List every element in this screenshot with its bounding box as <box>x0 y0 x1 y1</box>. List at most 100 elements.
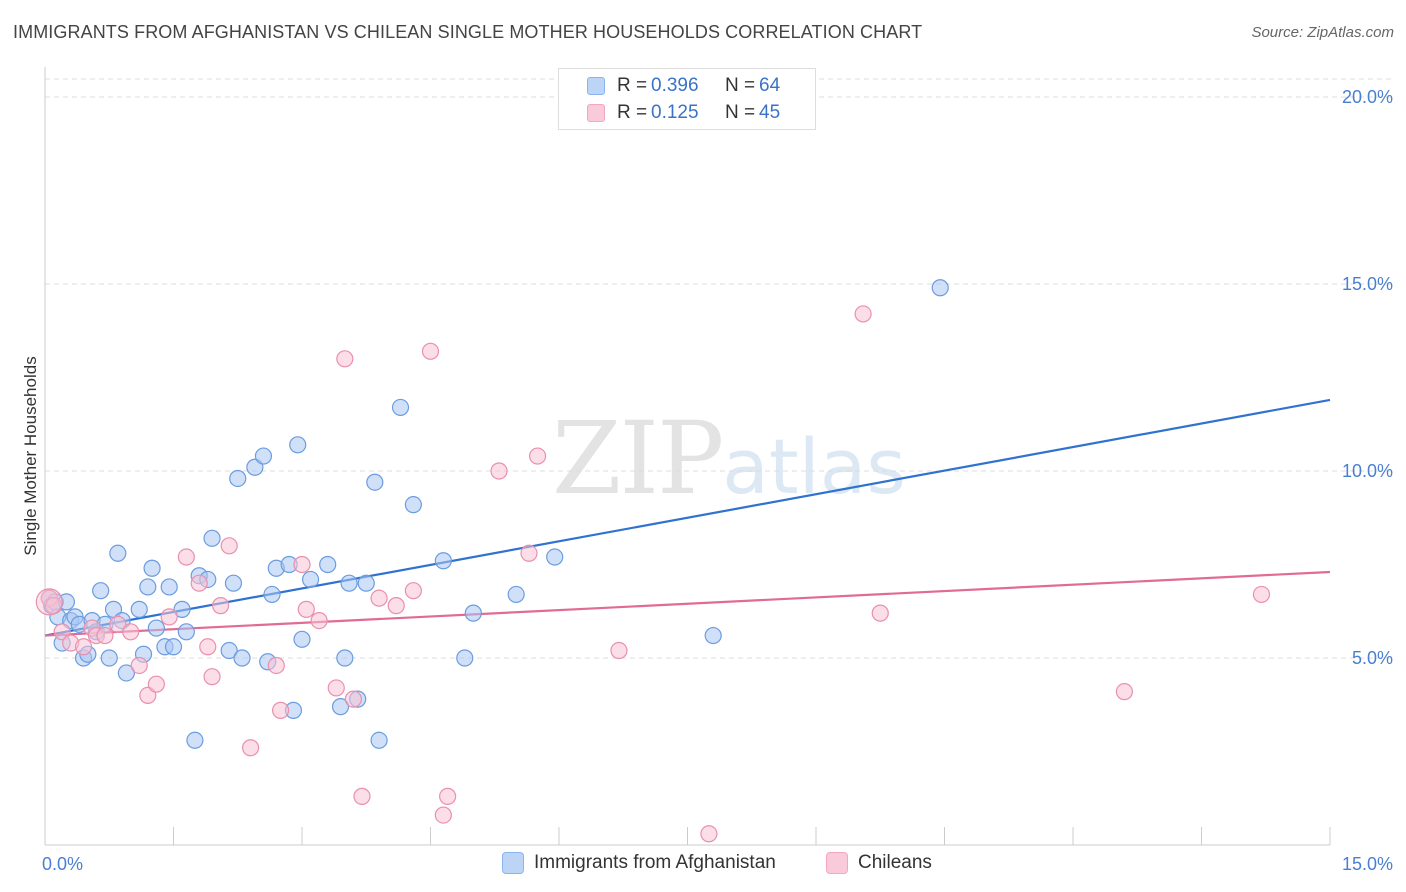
bottom-legend-label-afghanistan: Immigrants from Afghanistan <box>534 852 776 873</box>
legend-swatch-pink <box>587 104 605 122</box>
point-afghanistan <box>293 630 311 648</box>
point-afghanistan <box>336 649 354 667</box>
point-afghanistan <box>434 552 452 570</box>
point-chileans <box>293 555 311 574</box>
point-cluster-chileans <box>35 588 63 616</box>
point-chileans <box>610 641 628 660</box>
point-afghanistan <box>456 649 474 667</box>
point-afghanistan <box>224 574 243 592</box>
point-afghanistan <box>319 555 337 574</box>
point-chileans <box>212 597 230 615</box>
point-afghanistan <box>139 578 157 596</box>
point-chileans <box>327 679 345 697</box>
point-afghanistan <box>229 469 247 488</box>
point-chileans <box>434 806 452 824</box>
point-chileans <box>520 544 538 562</box>
y-tick-label: 20.0% <box>1342 87 1393 107</box>
point-afghanistan <box>130 600 148 618</box>
point-chileans <box>96 626 114 645</box>
point-afghanistan <box>233 649 251 667</box>
legend-r-label: R = <box>617 75 648 96</box>
legend-r-label: R = <box>617 102 648 123</box>
point-chileans <box>370 589 388 607</box>
point-afghanistan <box>203 529 221 547</box>
point-chileans <box>528 447 547 465</box>
y-tick-label: 10.0% <box>1342 461 1393 481</box>
bottom-legend-label-chileans: Chileans <box>858 852 932 873</box>
bottom-legend-chileans: Chileans <box>826 852 932 874</box>
point-chileans <box>344 690 362 708</box>
point-chileans <box>387 597 405 615</box>
bottom-legend-swatch-blue <box>502 852 524 874</box>
point-chileans <box>271 701 290 719</box>
point-afghanistan <box>100 649 118 667</box>
bottom-legend: Immigrants from Afghanistan Chileans <box>0 852 1406 878</box>
point-afghanistan <box>391 398 410 417</box>
legend-n-value: 64 <box>759 75 781 96</box>
point-chileans <box>490 462 508 480</box>
point-afghanistan <box>173 600 191 618</box>
legend-row-afghanistan: R = 0.396 N = 64 <box>587 73 780 99</box>
y-tick-label: 5.0% <box>1352 648 1393 668</box>
point-afghanistan <box>289 436 307 454</box>
legend-r-value: 0.396 <box>651 75 699 96</box>
point-afghanistan <box>164 638 183 656</box>
point-afghanistan <box>704 626 722 645</box>
source-label: Source: ZipAtlas.com <box>1251 24 1394 41</box>
point-afghanistan <box>143 559 161 577</box>
point-chileans <box>267 656 285 675</box>
trend-line-afghanistan <box>44 398 1331 637</box>
point-chileans <box>203 668 221 686</box>
trend-line-chileans <box>44 570 1331 637</box>
point-afghanistan <box>340 574 358 592</box>
point-chileans <box>700 825 718 843</box>
point-chileans <box>242 739 260 757</box>
point-afghanistan <box>160 578 178 596</box>
point-afghanistan <box>366 473 384 491</box>
point-chileans <box>109 615 127 633</box>
point-afghanistan <box>546 548 564 566</box>
y-tick-label: 15.0% <box>1342 274 1393 294</box>
point-afghanistan <box>186 731 204 749</box>
point-afghanistan <box>117 664 135 682</box>
legend-n-value: 45 <box>759 102 781 123</box>
point-chileans <box>74 638 93 656</box>
point-afghanistan <box>301 570 320 589</box>
point-afghanistan <box>147 619 165 637</box>
point-chileans <box>336 350 354 368</box>
point-chileans <box>1115 683 1134 701</box>
point-chileans <box>122 623 140 641</box>
point-afghanistan <box>263 585 281 604</box>
point-afghanistan <box>109 544 127 562</box>
point-chileans <box>220 537 238 555</box>
point-afghanistan <box>404 496 422 514</box>
point-afghanistan <box>220 641 238 660</box>
watermark-atlas: atlas <box>722 422 906 511</box>
point-chileans <box>404 582 422 600</box>
point-afghanistan <box>507 585 525 604</box>
watermark-zip: ZIP <box>552 400 724 517</box>
legend: R = 0.396 N = 64 R = 0.125 N = 45 <box>558 68 816 130</box>
point-chileans <box>854 305 872 323</box>
chart-title: IMMIGRANTS FROM AFGHANISTAN VS CHILEAN S… <box>13 22 923 42</box>
x-tick-label: 15.0% <box>1342 854 1393 874</box>
point-chileans <box>147 675 165 693</box>
bottom-legend-afghanistan: Immigrants from Afghanistan <box>502 852 776 874</box>
grid-lines <box>45 78 1392 659</box>
point-chileans <box>190 574 208 592</box>
point-afghanistan <box>370 731 388 749</box>
data-points <box>35 279 1271 843</box>
point-afghanistan <box>254 447 273 465</box>
point-chileans <box>1252 585 1271 604</box>
point-chileans <box>199 638 217 656</box>
point-afghanistan <box>357 574 375 592</box>
legend-n-label: N = <box>725 102 756 123</box>
point-chileans <box>177 548 195 566</box>
tick-labels: 5.0% 10.0% 15.0% 20.0% 0.0% 15.0% <box>42 87 1393 874</box>
point-afghanistan <box>931 279 949 297</box>
point-afghanistan <box>92 582 110 600</box>
point-afghanistan <box>331 698 350 716</box>
legend-r-value: 0.125 <box>651 102 699 123</box>
point-afghanistan <box>177 623 195 641</box>
